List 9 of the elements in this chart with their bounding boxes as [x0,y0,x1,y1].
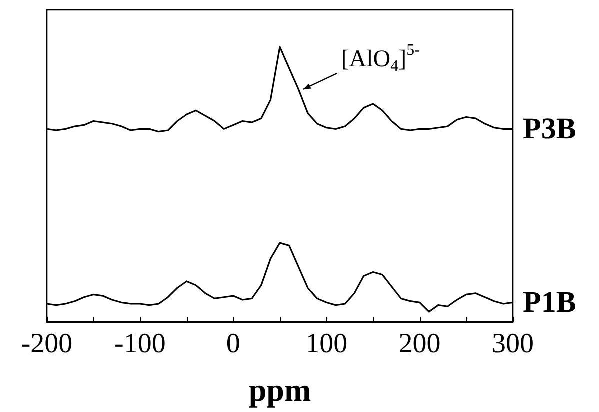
x-tick-label: 200 [398,328,441,360]
x-tick-label: 300 [492,328,534,360]
series-label: P3B [523,112,576,146]
series-label: P1B [523,286,576,320]
x-tick-label: 100 [306,328,348,360]
x-axis-title: ppm [248,372,312,408]
x-tick-label: 0 [226,328,240,360]
x-tick-label: -200 [21,328,73,360]
x-tick-label: -100 [114,328,166,360]
